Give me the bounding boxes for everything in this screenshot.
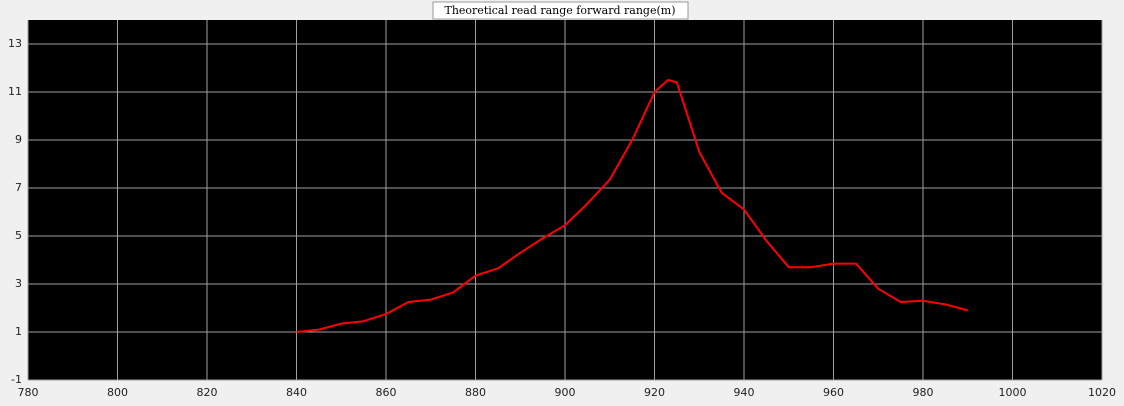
chart-title: Theoretical read range forward range(m): [445, 4, 676, 17]
line-series: [296, 79, 969, 333]
x-tick-label: 800: [107, 386, 128, 399]
y-tick-label: 13: [8, 37, 22, 50]
x-tick-label: 1000: [999, 386, 1027, 399]
x-tick-label: 920: [644, 386, 665, 399]
x-tick-label: 840: [286, 386, 307, 399]
x-tick-label: 1020: [1088, 386, 1116, 399]
y-tick-label: 9: [15, 133, 22, 146]
x-tick-label: 880: [465, 386, 486, 399]
y-tick-label: 11: [8, 85, 22, 98]
y-tick-label: 7: [15, 181, 22, 194]
title-box: [432, 1, 689, 20]
x-tick-label: 780: [18, 386, 39, 399]
x-tick-label: 900: [555, 386, 576, 399]
x-tick-label: 820: [197, 386, 218, 399]
x-tick-label: 860: [376, 386, 397, 399]
y-tick-label: -1: [11, 373, 22, 386]
y-tick-label: 3: [15, 277, 22, 290]
x-tick-label: 980: [913, 386, 934, 399]
x-tick-label: 940: [734, 386, 755, 399]
y-tick-label: 1: [15, 325, 22, 338]
y-tick-label: 5: [15, 229, 22, 242]
x-tick-label: 960: [823, 386, 844, 399]
